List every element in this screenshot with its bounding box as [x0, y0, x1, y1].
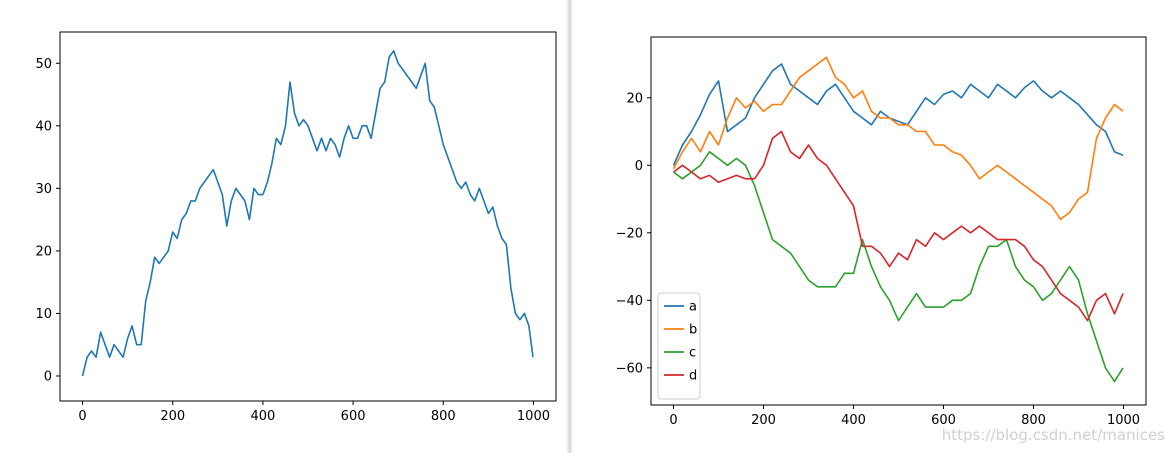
series-line-c [673, 151, 1124, 383]
left-line-chart: 0 200 400 600 800 1000 0 10 20 30 40 50 [35, 31, 557, 424]
series-line-b [672, 56, 1124, 221]
series-line-d [673, 130, 1124, 322]
legend-label-a: a [689, 300, 697, 315]
y-tick-label: 10 [35, 307, 52, 322]
left-chart-panel: 0 200 400 600 800 1000 0 10 20 30 40 50 [0, 0, 568, 453]
y-tick-label: 20 [626, 91, 643, 106]
legend-label-d: d [689, 369, 697, 384]
x-tick-label: 200 [160, 409, 185, 424]
x-tick-label: 600 [931, 413, 956, 428]
y-tick-label: −60 [616, 361, 643, 376]
y-tick-label: 40 [35, 119, 52, 134]
y-tick-label: 20 [35, 244, 52, 259]
x-tick-label: 600 [341, 409, 366, 424]
y-tick-label: −20 [616, 226, 643, 241]
x-tick-label: 800 [431, 409, 456, 424]
series-line-0-0 [81, 49, 534, 377]
x-tick-label: 400 [250, 409, 275, 424]
y-tick-label: 50 [35, 57, 52, 72]
legend-label-b: b [689, 323, 697, 338]
plot-frame [59, 31, 557, 402]
legend-box [657, 292, 701, 400]
series-line-a [672, 63, 1124, 166]
legend-label-c: c [689, 346, 696, 361]
y-tick-label: −40 [616, 294, 643, 309]
x-tick-label: 1000 [517, 409, 550, 424]
x-tick-label: 800 [1021, 413, 1046, 428]
y-tick-label: 0 [635, 159, 643, 174]
x-tick-label: 200 [751, 413, 776, 428]
right-chart-panel: 0 200 400 600 800 1000 −60 −40 −20 0 20 a b c d [572, 0, 1173, 453]
x-tick-label: 0 [669, 413, 677, 428]
y-tick-label: 0 [44, 369, 52, 384]
x-tick-label: 0 [78, 409, 86, 424]
x-tick-label: 400 [841, 413, 866, 428]
plot-frame [650, 36, 1147, 406]
watermark-text: https://blog.csdn.net/manices [941, 426, 1165, 444]
window-divider[interactable] [566, 0, 572, 453]
x-tick-label: 1000 [1107, 413, 1140, 428]
y-tick-label: 30 [35, 182, 52, 197]
